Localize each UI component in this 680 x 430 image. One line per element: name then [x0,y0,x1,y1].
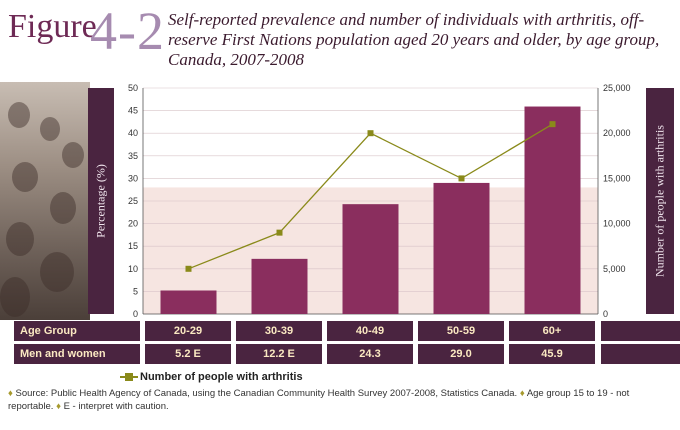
y2-tick-label: 25,000 [603,83,631,93]
table-value: 29.0 [450,348,472,360]
diamond-bullet-icon: ♦ [519,388,525,399]
line-point-50-59 [458,175,465,182]
y-axis-label-box: Percentage (%) [88,88,114,314]
table-age-group-cell: 40-49 [327,321,413,341]
table-value: 12.2 E [263,348,295,360]
table-age-group-cell: 30-39 [236,321,322,341]
y-tick-label: 20 [128,219,138,229]
table-age-group-cell: 50-59 [418,321,504,341]
line-point-20-29 [185,265,192,272]
y-tick-label: 0 [133,309,138,319]
table-header-label-cell: Age Group [14,321,140,341]
y2-tick-label: 0 [603,309,608,319]
bar-20-29 [160,290,217,314]
y-tick-label: 35 [128,151,138,161]
legend: Number of people with arthritis [120,371,303,383]
table-row-label: Men and women [20,348,106,360]
legend-line-icon [120,373,138,381]
table-age-group: 20-29 [173,325,203,337]
footnotes: ♦ Source: Public Health Agency of Canada… [8,387,672,413]
table-value-cell: 45.9 [509,344,595,364]
figure-word: Figure [8,8,97,45]
line-point-60+ [549,121,556,128]
bar-30-39 [251,258,308,314]
y-tick-label: 30 [128,173,138,183]
table-blank-cell [601,321,680,341]
table-age-group-cell: 60+ [509,321,595,341]
y-tick-label: 10 [128,264,138,274]
crowd-photo [0,82,90,320]
table-age-group-cell: 20-29 [145,321,231,341]
table-age-group: 40-49 [355,325,385,337]
y2-tick-label: 20,000 [603,128,631,138]
legend-label: Number of people with arthritis [140,371,303,383]
header-band: Figure 4-2 Self-reported prevalence and … [0,0,680,78]
y-tick-label: 45 [128,106,138,116]
table-age-group: 50-59 [446,325,476,337]
bar-40-49 [342,204,399,314]
y2-axis-label-box: Number of people with arthritis [646,88,674,314]
table-value-cell: 12.2 E [236,344,322,364]
table-blank [601,321,680,341]
diamond-bullet-icon: ♦ [56,401,61,412]
diamond-bullet-icon: ♦ [8,388,13,399]
y-tick-label: 15 [128,241,138,251]
table-value-cell: 24.3 [327,344,413,364]
y-tick-label: 5 [133,286,138,296]
line-point-40-49 [367,130,374,137]
note-estimate: E - interpret with caution. [63,401,169,412]
table-value-cell: 5.2 E [145,344,231,364]
table-header-label: Age Group [20,325,77,337]
table-value: 5.2 E [175,348,201,360]
table-value: 24.3 [359,348,381,360]
table-blank [601,344,680,364]
y-tick-label: 50 [128,83,138,93]
y2-tick-label: 5,000 [603,264,626,274]
figure-number: 4-2 [90,1,165,61]
bar-60+ [524,106,581,314]
bar-50-59 [433,182,490,314]
chart-title: Self-reported prevalence and number of i… [168,10,660,69]
line-point-30-39 [276,229,283,236]
y2-tick-label: 10,000 [603,219,631,229]
table-age-group: 60+ [542,325,562,337]
table-blank-cell [601,344,680,364]
y-tick-label: 40 [128,128,138,138]
y2-tick-label: 15,000 [603,173,631,183]
note-source: Source: Public Health Agency of Canada, … [15,388,518,399]
table-age-group: 30-39 [264,325,294,337]
table-value-cell: 29.0 [418,344,504,364]
note-age-group: Age group 15 to 19 - not reportable. [8,388,630,412]
table-value: 45.9 [541,348,563,360]
table-row-label-cell: Men and women [14,344,140,364]
y-tick-label: 25 [128,196,138,206]
